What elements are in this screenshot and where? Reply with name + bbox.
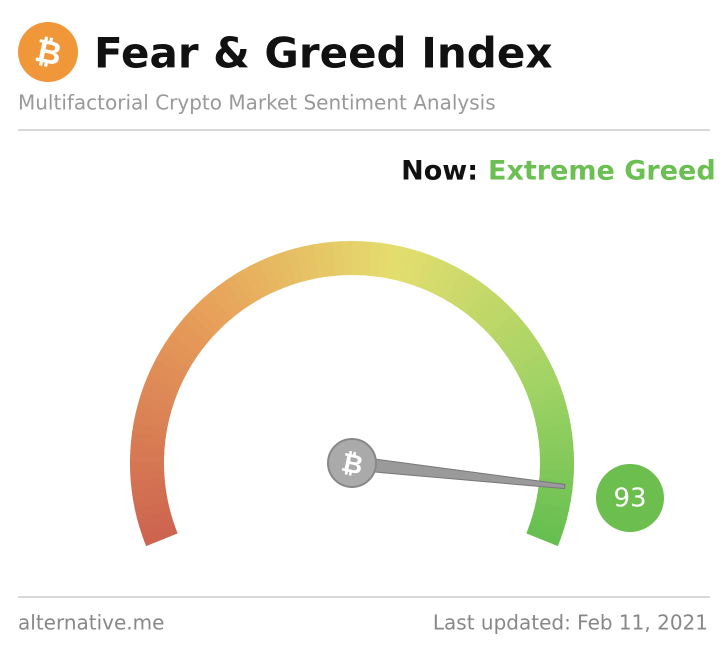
status-label: Now: — [401, 156, 478, 187]
status-value: Extreme Greed — [488, 156, 716, 187]
needle-hub — [327, 438, 377, 488]
gauge-arc — [130, 240, 574, 547]
bitcoin-logo — [18, 22, 78, 82]
arc-segment — [526, 525, 562, 547]
subtitle: Multifactorial Crypto Market Sentiment A… — [18, 91, 496, 115]
value-badge — [596, 464, 664, 532]
gauge-value: 93 — [613, 484, 646, 514]
footer-updated: Last updated: Feb 11, 2021 — [433, 611, 708, 635]
footer-source: alternative.me — [18, 611, 164, 635]
title: Fear & Greed Index — [94, 29, 552, 78]
